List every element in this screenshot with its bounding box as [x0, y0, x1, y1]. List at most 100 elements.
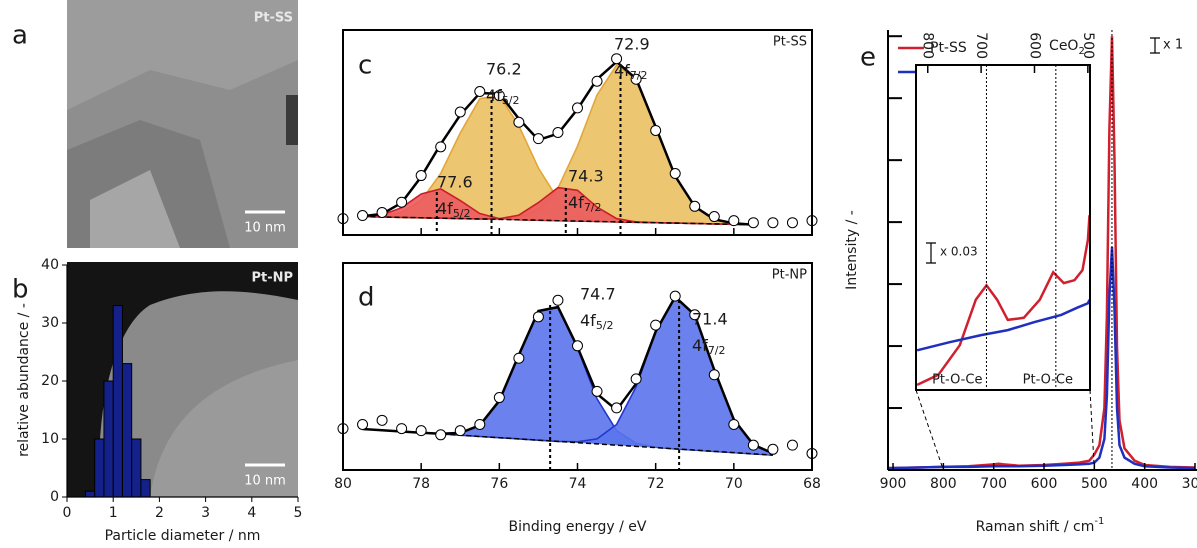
series-line — [916, 215, 1091, 387]
y-tick-label: 30 — [41, 315, 59, 331]
data-point — [376, 206, 388, 218]
scale-label: x 0.03 — [940, 245, 978, 259]
data-point — [513, 116, 525, 128]
peak-orbital: 4f5/2 — [437, 199, 471, 221]
panel-letter: a — [12, 21, 28, 51]
data-point — [396, 196, 408, 208]
inset-frame — [915, 64, 1091, 391]
x-tick-label: 72 — [647, 476, 665, 492]
data-point — [630, 373, 642, 385]
panel-title: Pt-SS — [773, 35, 807, 50]
series-line — [887, 246, 1196, 470]
data-point — [415, 170, 427, 182]
x-tick-label: 3 — [201, 505, 210, 521]
peak-orbital: 4f5/2 — [486, 86, 520, 108]
orbital: 4f — [580, 311, 596, 330]
x-tick-label: 700 — [973, 32, 989, 59]
data-point — [493, 90, 505, 102]
bar — [121, 363, 133, 498]
x-tick-label: 0 — [63, 505, 72, 521]
data-point — [552, 294, 564, 306]
micrograph-a — [67, 0, 298, 248]
data-point — [728, 418, 740, 430]
panel-title: Pt-NP — [772, 268, 807, 283]
data-point — [474, 418, 486, 430]
orbital: 4f — [568, 193, 584, 212]
bar — [140, 479, 151, 498]
data-point — [376, 414, 388, 426]
image-label: Pt-NP — [251, 271, 293, 286]
scale-label: x 1 — [1163, 38, 1183, 53]
data-point — [611, 402, 623, 414]
annotation-sub: 2 — [1078, 46, 1084, 57]
annotation-text: CeO — [1049, 38, 1078, 54]
data-point — [630, 73, 642, 85]
y-tick-label: 10 — [41, 431, 59, 447]
scale-bar-label: 10 nm — [244, 474, 286, 489]
x-tick-label: 2 — [155, 505, 164, 521]
x-tick-label: 68 — [803, 476, 821, 492]
data-point — [747, 439, 759, 451]
x-axis-label-sup: -1 — [1094, 516, 1104, 527]
y-tick-label: 20 — [41, 373, 59, 389]
peak-position: 76.2 — [486, 60, 522, 79]
data-point — [454, 425, 466, 437]
bar — [131, 438, 142, 498]
component-area — [362, 307, 773, 456]
bar — [84, 490, 96, 498]
image-label: Pt-SS — [254, 11, 293, 26]
orbital-sub: 7/2 — [630, 69, 648, 82]
x-axis-label: Raman shift / cm-1 — [976, 516, 1105, 535]
x-tick-label: 300 — [1182, 476, 1197, 492]
peak-position: 74.7 — [580, 285, 616, 304]
component-area — [362, 65, 754, 225]
data-point — [572, 102, 583, 114]
y-tick-label: 40 — [41, 257, 59, 273]
data-point — [747, 217, 759, 229]
data-point — [532, 133, 544, 145]
data-point — [669, 168, 681, 179]
data-point — [572, 340, 583, 352]
orbital: 4f — [692, 336, 708, 355]
y-axis-label: relative abundance / - — [16, 303, 32, 457]
x-tick-label: 70 — [725, 476, 743, 492]
component-area — [362, 95, 754, 225]
x-tick-label: 600 — [1026, 32, 1042, 59]
data-point — [591, 385, 603, 397]
x-axis-label: Binding energy / eV — [509, 519, 647, 535]
data-point — [669, 290, 681, 302]
component-area — [362, 188, 754, 225]
x-tick-label: 400 — [1131, 476, 1158, 492]
orbital-sub: 5/2 — [502, 94, 520, 107]
panel-letter: e — [860, 43, 876, 73]
x-tick-label: 600 — [1031, 476, 1058, 492]
data-point — [786, 439, 798, 451]
data-point — [552, 127, 564, 138]
bar — [112, 305, 123, 498]
x-tick-label: 700 — [980, 476, 1007, 492]
data-point — [474, 86, 486, 97]
orbital: 4f — [437, 199, 453, 218]
peak-position: 77.6 — [437, 173, 473, 192]
peak-orbital: 4f7/2 — [614, 61, 648, 83]
annotation: CeO2 — [1049, 38, 1085, 57]
y-axis-label: Intensity / - — [844, 210, 860, 290]
data-point — [650, 124, 662, 136]
data-point — [454, 106, 466, 118]
orbital-sub: 7/2 — [708, 344, 726, 357]
panel-letter: c — [358, 51, 372, 81]
x-axis-label-text: Raman shift / cm — [976, 519, 1095, 535]
data-point — [767, 443, 779, 455]
orbital-sub: 5/2 — [596, 319, 614, 332]
data-point — [611, 53, 623, 65]
data-point — [513, 352, 525, 364]
zoom-guide — [915, 389, 944, 471]
orbital-sub: 7/2 — [584, 201, 602, 214]
x-axis-label: Particle diameter / nm — [105, 528, 261, 544]
data-point — [435, 429, 447, 441]
peak-position: 72.9 — [614, 35, 650, 54]
orbital-sub: 5/2 — [453, 207, 471, 220]
x-tick-label: 4 — [247, 505, 256, 521]
legend-label: Pt-SS — [930, 40, 967, 56]
